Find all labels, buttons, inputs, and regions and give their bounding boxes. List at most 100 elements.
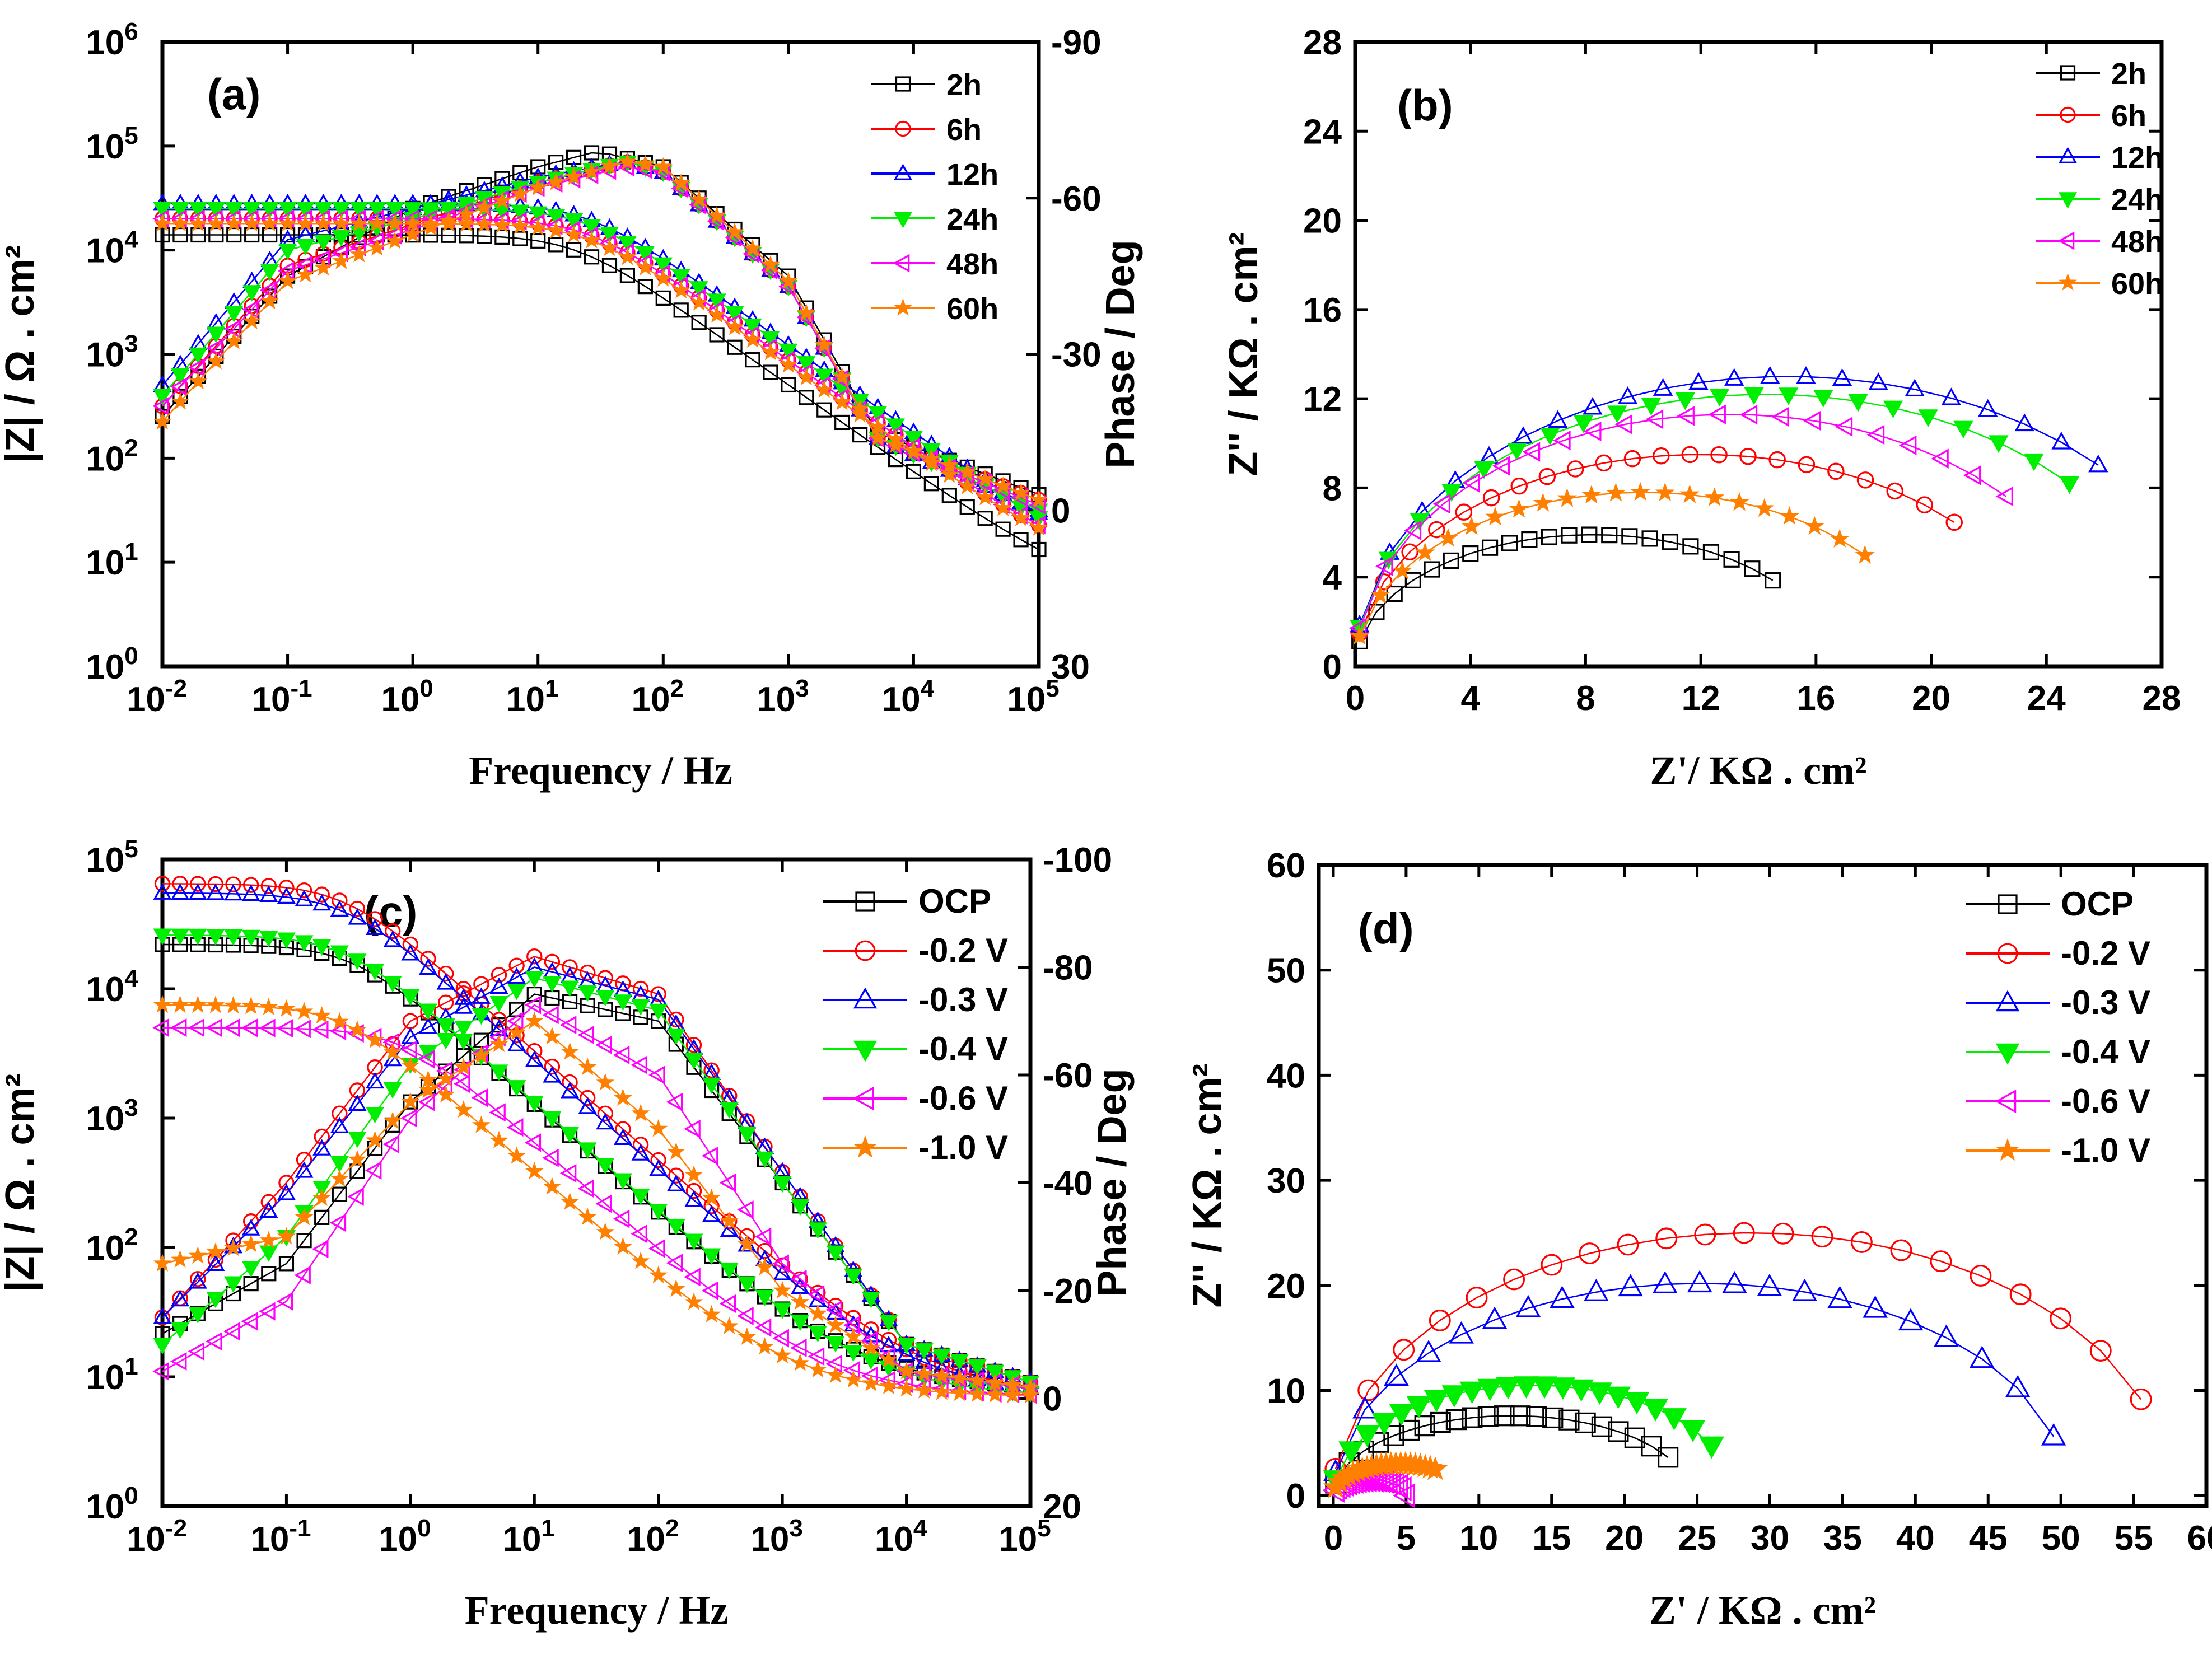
nyquist-point (1462, 473, 1480, 493)
nyquist-point (1352, 1396, 1378, 1419)
impedance-point (543, 1066, 562, 1083)
nyquist-point (1771, 406, 1789, 427)
phase-point (562, 959, 578, 975)
nyquist-point (1375, 556, 1393, 577)
phase-point (259, 1302, 276, 1321)
y-axis-label: |Z| / Ω . cm² (0, 245, 43, 463)
nyquist-point (2024, 453, 2044, 471)
phase-point (650, 986, 666, 1002)
phase-point (188, 1246, 207, 1264)
impedance-point (613, 1209, 630, 1228)
nyquist-point (1675, 392, 1696, 410)
phase-point (529, 177, 548, 196)
impedance-point (619, 268, 636, 283)
nyquist-point (1827, 462, 1845, 480)
impedance-point (314, 202, 333, 219)
impedance-point (548, 237, 564, 253)
nyquist-point (1729, 492, 1749, 511)
phase-point (188, 1272, 207, 1289)
impedance-point (826, 1365, 845, 1383)
legend-label: 6h (2111, 99, 2146, 133)
nyquist-point (1477, 1406, 1499, 1427)
impedance-point (475, 214, 494, 232)
panel-d: 0 5 10 15 20 25 30 35 40 45 50 55 60 0 10 20 30 40 50 60 Z' … (1185, 847, 2212, 1633)
y-tick-label: 105 (86, 835, 138, 880)
impedance-point (844, 1345, 863, 1362)
phase-point (153, 1307, 172, 1324)
nyquist-point (1989, 435, 2009, 453)
impedance-point (454, 988, 473, 1005)
impedance-point (295, 1002, 314, 1020)
nyquist-point (1338, 1441, 1364, 1464)
impedance-point (648, 1239, 665, 1258)
nyquist-point (1953, 420, 1973, 439)
impedance-point (454, 1074, 470, 1093)
impedance-point (367, 911, 383, 927)
impedance-point (719, 1294, 736, 1313)
nyquist-point (1655, 1227, 1678, 1250)
nyquist-point (1916, 496, 1933, 513)
impedance-point (578, 1142, 597, 1159)
phase-point (329, 1213, 347, 1232)
y-tick-label: 100 (86, 642, 138, 686)
nyquist-point (1930, 1250, 1952, 1273)
impedance-point (584, 249, 600, 265)
nyquist-point (1855, 545, 1875, 564)
impedance-point (402, 936, 419, 953)
y-tick-label: 50 (1267, 952, 1305, 990)
impedance-point (613, 1128, 632, 1146)
nyquist-point (1350, 625, 1370, 645)
impedance-point (189, 202, 208, 219)
impedance-point (260, 202, 279, 219)
nyquist-point (1601, 527, 1618, 544)
legend-marker (2060, 106, 2076, 123)
nyquist-point (2041, 1423, 2066, 1446)
nyquist-point (1614, 414, 1632, 434)
legend-label: -0.4 V (918, 1030, 1008, 1068)
impedance-point (825, 1354, 842, 1373)
phase-point (242, 300, 259, 319)
phase-point (950, 1368, 969, 1386)
phase-point (241, 1219, 260, 1236)
phase-point (684, 1119, 701, 1138)
nyquist-point (1553, 431, 1571, 451)
nyquist-point (1618, 1274, 1643, 1297)
impedance-point (772, 1329, 789, 1348)
nyquist-point (1542, 1407, 1564, 1429)
impedance-point (437, 965, 454, 982)
nyquist-line (1359, 376, 2099, 626)
nyquist-point (1835, 417, 1853, 437)
phase-point (277, 1184, 296, 1200)
nyquist-point (1724, 368, 1744, 386)
legend-label: 2h (946, 68, 982, 102)
impedance-point (852, 427, 868, 443)
y-tick-label: 8 (1323, 469, 1342, 508)
phase-point (296, 1152, 312, 1168)
phase-point (548, 155, 564, 170)
nyquist-point (1495, 1377, 1521, 1400)
phase-point (206, 339, 223, 358)
impedance-point (879, 1377, 898, 1395)
nyquist-point (1595, 454, 1613, 472)
impedance-point (171, 928, 190, 946)
nyquist-line (1334, 1232, 2142, 1469)
x-tick-label: 100 (381, 675, 433, 719)
nyquist-point (1566, 460, 1584, 478)
nyquist-point (1702, 544, 1720, 560)
y-tick-label: 103 (86, 330, 138, 375)
impedance-point (655, 290, 671, 306)
impedance-point (189, 213, 208, 232)
series--0.4 V (1323, 1376, 1724, 1493)
phase-point (559, 1016, 577, 1035)
impedance-point (206, 995, 225, 1013)
nyquist-point (1606, 1386, 1631, 1409)
impedance-point (367, 202, 386, 219)
nyquist-point (1541, 1254, 1563, 1276)
nyquist-point (1931, 448, 1949, 469)
nyquist-point (1811, 1226, 1833, 1248)
phase-point (189, 347, 208, 364)
impedance-point (684, 1190, 703, 1207)
impedance-point (631, 1188, 650, 1205)
impedance-point (511, 204, 530, 221)
legend-marker (1995, 1043, 2020, 1065)
